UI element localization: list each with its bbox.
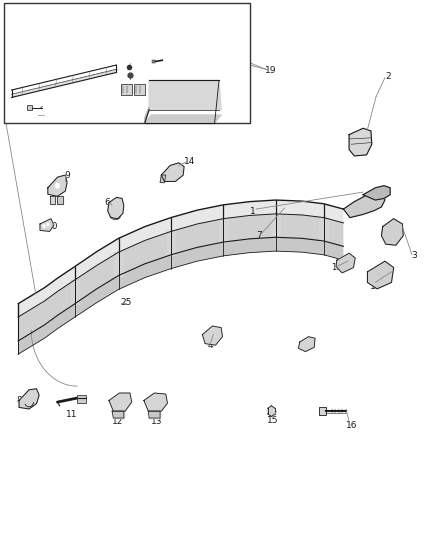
Bar bbox=[77, 394, 86, 403]
Text: 15: 15 bbox=[266, 416, 278, 425]
Text: 21: 21 bbox=[98, 78, 109, 87]
Polygon shape bbox=[19, 389, 39, 409]
Polygon shape bbox=[71, 280, 79, 304]
Polygon shape bbox=[57, 196, 63, 204]
Bar bbox=[27, 106, 32, 110]
Polygon shape bbox=[12, 69, 119, 98]
Polygon shape bbox=[114, 252, 123, 276]
Text: 11: 11 bbox=[66, 410, 77, 419]
Polygon shape bbox=[268, 406, 275, 416]
Text: 22: 22 bbox=[159, 35, 170, 44]
Text: 14: 14 bbox=[184, 157, 195, 166]
Text: 10: 10 bbox=[46, 222, 58, 231]
Bar bbox=[152, 60, 155, 63]
Text: 2: 2 bbox=[385, 72, 391, 81]
Text: 4: 4 bbox=[208, 341, 213, 350]
Text: 12: 12 bbox=[112, 417, 124, 426]
Text: 3: 3 bbox=[412, 252, 417, 260]
Polygon shape bbox=[343, 192, 385, 217]
Text: 5: 5 bbox=[306, 343, 311, 352]
Polygon shape bbox=[381, 219, 403, 245]
Text: 17: 17 bbox=[370, 281, 381, 290]
Polygon shape bbox=[161, 163, 184, 181]
Bar bbox=[4, 3, 250, 123]
Polygon shape bbox=[160, 175, 166, 182]
Polygon shape bbox=[319, 217, 328, 241]
Polygon shape bbox=[349, 128, 372, 156]
Text: 23: 23 bbox=[128, 31, 140, 40]
Polygon shape bbox=[112, 411, 124, 418]
Polygon shape bbox=[202, 326, 223, 345]
Polygon shape bbox=[144, 393, 167, 411]
Bar bbox=[319, 407, 326, 415]
Text: 24: 24 bbox=[17, 110, 28, 119]
Circle shape bbox=[42, 224, 45, 228]
Text: 6: 6 bbox=[104, 198, 110, 207]
Polygon shape bbox=[336, 253, 355, 273]
Text: 18: 18 bbox=[332, 263, 342, 272]
Polygon shape bbox=[40, 219, 54, 231]
Polygon shape bbox=[166, 231, 175, 255]
Polygon shape bbox=[363, 185, 390, 200]
Polygon shape bbox=[148, 411, 160, 418]
Polygon shape bbox=[18, 237, 343, 354]
Polygon shape bbox=[149, 80, 221, 110]
Text: 1: 1 bbox=[250, 207, 256, 216]
Bar bbox=[121, 84, 132, 95]
Polygon shape bbox=[272, 214, 280, 237]
Polygon shape bbox=[109, 393, 132, 411]
Text: 19: 19 bbox=[265, 67, 276, 75]
Polygon shape bbox=[298, 337, 315, 352]
Polygon shape bbox=[18, 214, 343, 341]
Text: 22: 22 bbox=[160, 35, 171, 44]
Polygon shape bbox=[49, 196, 55, 204]
Bar bbox=[134, 84, 145, 95]
Circle shape bbox=[55, 183, 60, 188]
Text: 25: 25 bbox=[121, 297, 132, 306]
Text: 9: 9 bbox=[64, 171, 70, 180]
Polygon shape bbox=[145, 107, 149, 123]
Polygon shape bbox=[219, 219, 228, 242]
Polygon shape bbox=[367, 261, 394, 289]
Polygon shape bbox=[108, 197, 124, 219]
Polygon shape bbox=[18, 200, 343, 317]
Text: 16: 16 bbox=[346, 422, 357, 431]
Text: 8: 8 bbox=[16, 396, 22, 405]
Polygon shape bbox=[48, 175, 67, 196]
Text: 7: 7 bbox=[256, 231, 262, 240]
Text: 23: 23 bbox=[127, 34, 137, 43]
Text: 13: 13 bbox=[151, 417, 163, 426]
Text: 20: 20 bbox=[17, 102, 28, 111]
Circle shape bbox=[46, 223, 49, 226]
Polygon shape bbox=[145, 115, 221, 123]
